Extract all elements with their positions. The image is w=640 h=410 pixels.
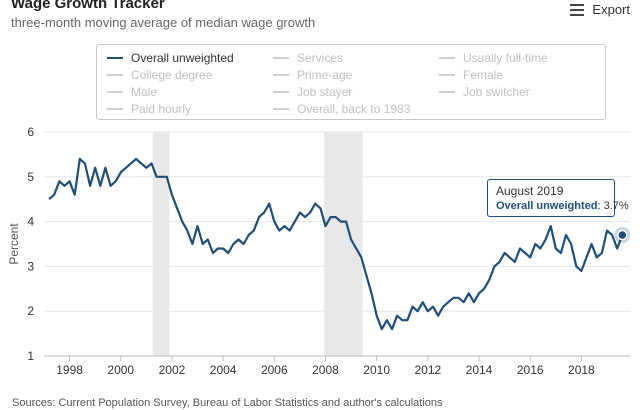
tooltip-value: 3.7% [603,200,629,212]
x-tick-label: 2012 [414,363,441,377]
legend-label: Female [463,68,504,82]
chart-subtitle: three-month moving average of median wag… [11,15,316,30]
y-tick-label: 6 [27,125,34,139]
legend-label: College degree [131,68,213,82]
series-line [48,157,624,331]
y-tick-label: 5 [27,170,34,184]
legend: Overall unweighted Services Usually full… [96,44,606,120]
x-tick-label: 2006 [261,363,288,377]
legend-swatch [107,57,123,59]
legend-item-female[interactable]: Female [439,68,503,82]
legend-swatch [439,74,455,76]
legend-swatch [107,108,123,110]
x-tick-label: 2004 [210,363,237,377]
y-tick-label: 4 [27,215,34,229]
y-tick-label: 1 [27,349,34,363]
export-label: Export [592,2,630,17]
legend-swatch [107,91,123,93]
tooltip-row: Overall unweighted: 3.7% [496,200,629,212]
legend-item-male[interactable]: Male [107,85,157,99]
legend-swatch [439,57,455,59]
legend-item-paid-hourly[interactable]: Paid hourly [107,102,191,116]
legend-label: Paid hourly [131,102,192,116]
legend-swatch [273,74,289,76]
legend-label: Prime-age [297,68,353,82]
x-tick-label: 2010 [363,363,390,377]
highlight-point [617,229,628,241]
recession-band [324,132,363,356]
legend-item-overall-unweighted[interactable]: Overall unweighted [107,51,234,65]
legend-swatch [273,57,289,59]
y-axis-label: Percent [7,223,21,265]
tooltip-date: August 2019 [496,184,564,198]
legend-swatch [273,91,289,93]
tooltip-separator: : [597,200,604,212]
y-tick-label: 3 [27,259,34,273]
menu-icon [570,3,585,16]
legend-item-college-degree[interactable]: College degree [107,68,212,82]
source-note: Sources: Current Population Survey, Bure… [12,397,443,409]
legend-label: Job switcher [463,85,530,99]
legend-item-usually-full-time[interactable]: Usually full-time [439,51,548,65]
legend-item-job-switcher[interactable]: Job switcher [439,85,530,99]
tooltip-series: Overall unweighted [496,200,598,212]
recession-band [152,132,170,356]
legend-item-services[interactable]: Services [273,51,343,65]
export-button[interactable]: Export [570,2,630,17]
legend-swatch [107,74,123,76]
legend-item-prime-age[interactable]: Prime-age [273,68,352,82]
legend-label: Male [131,85,158,99]
x-tick-label: 1998 [56,363,83,377]
y-tick-label: 2 [27,304,34,318]
legend-label: Overall unweighted [131,51,234,65]
x-tick-label: 2014 [466,363,493,377]
chart-title: Wage Growth Tracker [11,0,165,12]
legend-swatch [273,108,289,110]
tooltip: August 2019 Overall unweighted: 3.7% [487,179,629,217]
legend-swatch [439,91,455,93]
legend-item-job-stayer[interactable]: Job stayer [273,85,352,99]
legend-item-overall-back-to-1983[interactable]: Overall, back to 1983 [273,102,410,116]
legend-label: Usually full-time [463,51,548,65]
legend-label: Services [297,51,344,65]
x-tick-label: 2002 [159,363,186,377]
x-tick-label: 2018 [568,363,595,377]
legend-label: Overall, back to 1983 [297,102,411,116]
x-tick-label: 2016 [517,363,544,377]
x-tick-label: 2008 [312,363,339,377]
line-chart: 1 2 3 4 5 6 1998 2000 2002 2004 2006 2008 2010 2012 20… [7,125,631,377]
legend-label: Job stayer [297,85,353,99]
x-tick-label: 2000 [107,363,134,377]
